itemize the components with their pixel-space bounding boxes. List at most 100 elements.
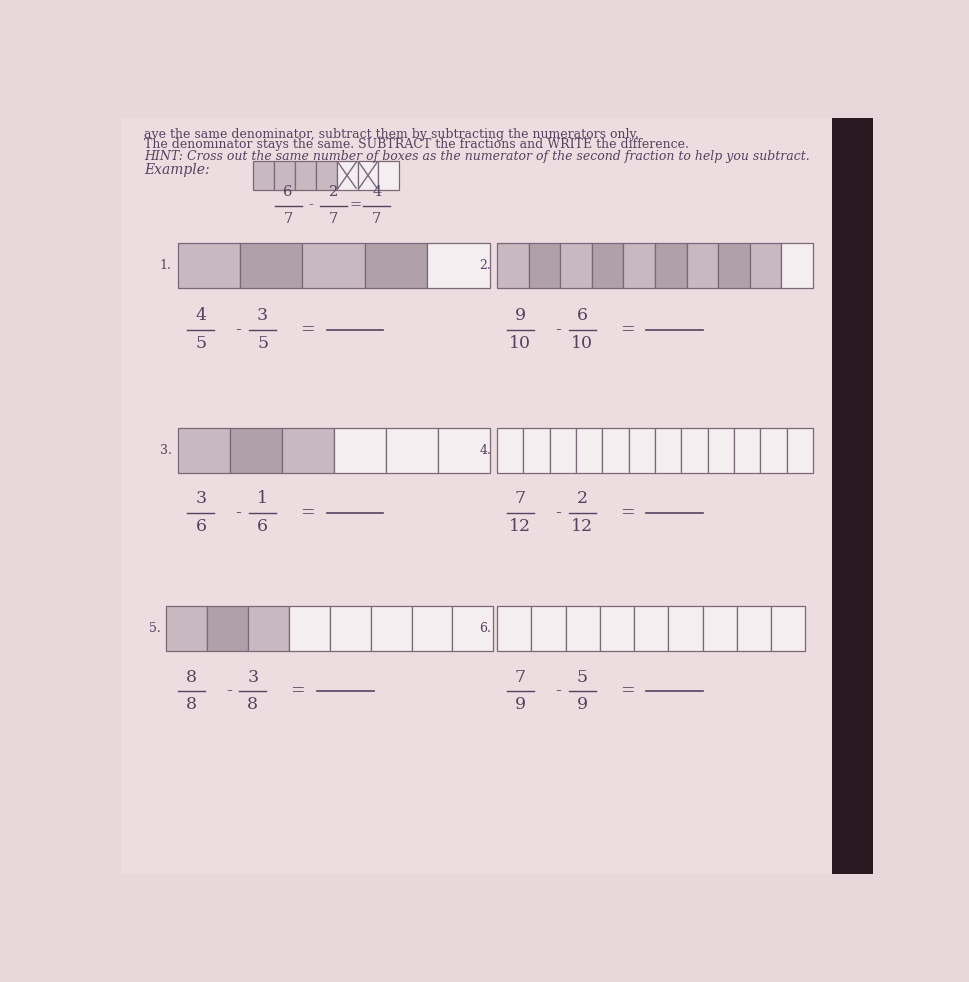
Text: 1.: 1. xyxy=(160,259,172,272)
Bar xyxy=(760,428,786,473)
Bar xyxy=(496,428,523,473)
Bar xyxy=(523,428,549,473)
Bar xyxy=(830,118,872,874)
Bar xyxy=(207,606,248,651)
Text: ave the same denominator, subtract them by subtracting the numerators only.: ave the same denominator, subtract them … xyxy=(143,128,638,140)
Text: 5.: 5. xyxy=(148,622,160,634)
Bar xyxy=(370,606,411,651)
Text: 6: 6 xyxy=(195,518,206,534)
Text: 6: 6 xyxy=(283,185,293,199)
Bar xyxy=(549,428,576,473)
Bar xyxy=(717,243,749,288)
Bar xyxy=(333,428,386,473)
Bar xyxy=(780,243,812,288)
Text: 6: 6 xyxy=(257,518,267,534)
Bar xyxy=(426,243,489,288)
Bar xyxy=(437,428,489,473)
Text: =: = xyxy=(619,321,634,338)
Bar xyxy=(273,161,295,190)
Bar xyxy=(496,606,531,651)
Bar xyxy=(452,606,493,651)
Bar xyxy=(177,428,230,473)
Bar xyxy=(364,243,426,288)
Bar xyxy=(736,606,770,651)
Bar xyxy=(378,161,399,190)
Text: 5: 5 xyxy=(576,669,587,685)
Bar xyxy=(166,606,207,651)
Bar xyxy=(702,606,736,651)
Bar xyxy=(749,243,780,288)
Text: 4: 4 xyxy=(372,185,381,199)
Text: 2: 2 xyxy=(328,185,337,199)
Text: 3: 3 xyxy=(247,669,258,685)
Bar xyxy=(602,428,628,473)
Bar xyxy=(560,243,591,288)
Bar xyxy=(528,243,560,288)
Text: 3: 3 xyxy=(195,490,206,508)
Text: =: = xyxy=(619,682,634,699)
Bar xyxy=(329,606,370,651)
Bar xyxy=(177,243,239,288)
Bar xyxy=(289,606,329,651)
Bar xyxy=(565,606,599,651)
Bar xyxy=(576,428,602,473)
Bar xyxy=(634,606,668,651)
Text: 6: 6 xyxy=(576,307,587,324)
Text: Example:: Example: xyxy=(143,163,209,177)
Bar xyxy=(680,428,706,473)
Bar xyxy=(230,428,281,473)
Bar xyxy=(496,243,528,288)
Text: -: - xyxy=(235,321,241,338)
Bar xyxy=(281,428,333,473)
Text: 2.: 2. xyxy=(479,259,490,272)
Text: =: = xyxy=(291,682,305,699)
Text: 3.: 3. xyxy=(160,444,172,457)
Bar xyxy=(253,161,273,190)
Text: =: = xyxy=(350,198,361,212)
Text: 4: 4 xyxy=(195,307,206,324)
Text: -: - xyxy=(554,504,560,521)
Text: =: = xyxy=(300,321,315,338)
Text: 7: 7 xyxy=(515,490,525,508)
Text: -: - xyxy=(554,321,560,338)
Text: =: = xyxy=(619,504,634,521)
Text: 10: 10 xyxy=(509,335,531,352)
Bar xyxy=(386,428,437,473)
Text: =: = xyxy=(300,504,315,521)
Bar xyxy=(531,606,565,651)
Bar xyxy=(668,606,702,651)
Text: 3: 3 xyxy=(257,307,267,324)
Text: 7: 7 xyxy=(372,212,381,226)
Bar xyxy=(315,161,336,190)
Bar xyxy=(336,161,358,190)
Text: The denominator stays the same. SUBTRACT the fractions and WRITE the difference.: The denominator stays the same. SUBTRACT… xyxy=(143,138,688,151)
Bar xyxy=(654,243,686,288)
Text: -: - xyxy=(235,504,241,521)
Text: 12: 12 xyxy=(571,518,592,534)
Bar xyxy=(358,161,378,190)
Bar xyxy=(302,243,364,288)
Bar xyxy=(706,428,734,473)
Text: 12: 12 xyxy=(509,518,531,534)
Bar xyxy=(770,606,804,651)
Bar xyxy=(411,606,452,651)
Text: 9: 9 xyxy=(576,696,587,713)
Bar xyxy=(295,161,315,190)
Bar xyxy=(786,428,812,473)
Bar xyxy=(591,243,623,288)
Text: -: - xyxy=(308,198,313,212)
Bar xyxy=(734,428,760,473)
Text: 8: 8 xyxy=(185,696,197,713)
Text: 7: 7 xyxy=(328,212,337,226)
Text: HINT: Cross out the same number of boxes as the numerator of the second fraction: HINT: Cross out the same number of boxes… xyxy=(143,149,809,163)
Text: 9: 9 xyxy=(515,696,525,713)
Text: 10: 10 xyxy=(571,335,592,352)
Text: 8: 8 xyxy=(185,669,197,685)
Text: 1: 1 xyxy=(257,490,267,508)
Text: 2: 2 xyxy=(576,490,587,508)
Text: 9: 9 xyxy=(515,307,525,324)
Bar xyxy=(623,243,654,288)
Text: 7: 7 xyxy=(515,669,525,685)
Bar xyxy=(628,428,654,473)
Text: 5: 5 xyxy=(257,335,267,352)
